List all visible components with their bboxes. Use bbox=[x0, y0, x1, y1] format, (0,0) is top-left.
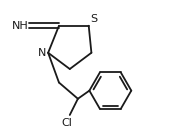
Text: Cl: Cl bbox=[62, 118, 73, 128]
Text: NH: NH bbox=[12, 21, 29, 31]
Text: N: N bbox=[38, 48, 46, 58]
Text: S: S bbox=[91, 14, 98, 24]
